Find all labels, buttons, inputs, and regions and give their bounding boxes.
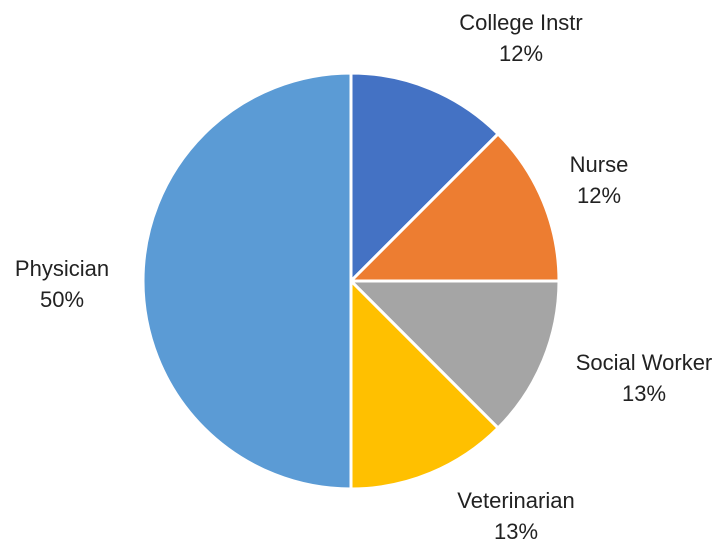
slice-label-college-instr: College Instr <box>459 10 583 35</box>
pie-slice-physician <box>141 71 353 491</box>
pie-slice-nurse <box>349 132 561 283</box>
slice-percent-college-instr: 12% <box>499 41 543 66</box>
pie-slice-veterinarian <box>349 279 500 491</box>
slice-label-social-worker: Social Worker <box>576 350 713 375</box>
slice-percent-veterinarian: 13% <box>494 519 538 544</box>
slice-label-nurse: Nurse <box>570 152 629 177</box>
slice-label-veterinarian: Veterinarian <box>457 488 574 513</box>
slice-percent-social-worker: 13% <box>622 381 666 406</box>
slice-label-physician: Physician <box>15 256 109 281</box>
pie-slice-social-worker <box>349 279 561 430</box>
pie-labels: College Instr 12% Nurse 12% Social Worker 13%… <box>15 10 712 544</box>
slice-percent-nurse: 12% <box>577 183 621 208</box>
slice-percent-physician: 50% <box>40 287 84 312</box>
pie-slices <box>141 71 561 491</box>
pie-slice-college-instr <box>349 71 500 283</box>
